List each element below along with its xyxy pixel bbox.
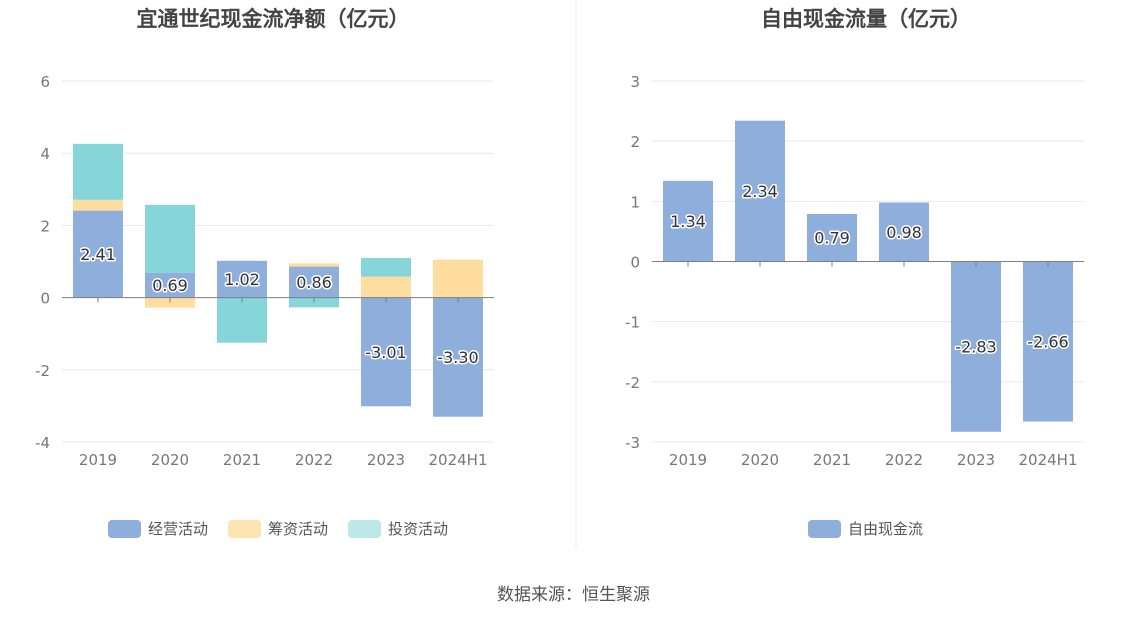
- legend-swatch: [108, 520, 141, 538]
- y-tick-label: -2: [35, 362, 50, 380]
- bar-investing[interactable]: [73, 143, 123, 200]
- bar-operating[interactable]: [433, 297, 483, 417]
- data-source-note: 数据来源：恒生聚源: [497, 585, 650, 605]
- data-label: 2.41: [80, 245, 116, 264]
- bar-fcf[interactable]: [807, 213, 857, 262]
- legend-item-fcf[interactable]: 自由现金流: [808, 520, 923, 538]
- bar-financing[interactable]: [289, 263, 339, 267]
- x-tick-label: 2020: [151, 451, 189, 469]
- y-tick-label: 2: [630, 133, 640, 151]
- legend-item-financing[interactable]: 筹资活动: [228, 520, 328, 538]
- x-tick-label: 2022: [295, 451, 333, 469]
- bar-financing[interactable]: [433, 259, 483, 298]
- x-tick-label: 2024H1: [429, 451, 488, 469]
- data-label: 1.34: [670, 212, 706, 231]
- bar-financing[interactable]: [145, 297, 195, 308]
- y-tick-label: 3: [630, 73, 640, 91]
- x-tick-label: 2019: [79, 451, 117, 469]
- fcf-chart: 3 2 1 0 -1 -2 -3 2019 2020 2021 2022 2023 2024H1 1.34…: [625, 73, 1084, 469]
- net-cash-chart-title: 宜通世纪现金流净额（亿元）: [137, 7, 410, 31]
- data-label: -2.66: [1027, 333, 1068, 352]
- bar-financing[interactable]: [361, 276, 411, 298]
- x-tick-label: 2022: [885, 451, 923, 469]
- bar-fcf[interactable]: [879, 202, 929, 262]
- bar-financing[interactable]: [73, 199, 123, 211]
- legend-label: 筹资活动: [268, 520, 328, 538]
- data-label: 0.98: [886, 223, 922, 242]
- bar-operating[interactable]: [217, 260, 267, 298]
- fcf-legend: 自由现金流: [808, 520, 923, 538]
- legend-label: 投资活动: [388, 520, 448, 538]
- net-cash-legend: 经营活动 筹资活动 投资活动: [108, 520, 448, 538]
- data-label: 0.79: [814, 229, 850, 248]
- x-tick-label: 2021: [813, 451, 851, 469]
- y-tick-label: 2: [40, 217, 50, 235]
- bar-operating[interactable]: [73, 210, 123, 298]
- x-tick-label: 2023: [367, 451, 405, 469]
- x-tick-label: 2021: [223, 451, 261, 469]
- y-tick-label: 0: [40, 290, 50, 308]
- legend-swatch: [348, 520, 381, 538]
- x-tick-label: 2019: [669, 451, 707, 469]
- y-tick-label: 4: [40, 145, 50, 163]
- legend-label: 经营活动: [148, 520, 208, 538]
- net-cash-chart: 6 4 2 0 -2 -4 2019 2020 2021 2022 2023 2024H1 2.41 0.…: [35, 73, 494, 469]
- x-tick-label: 2024H1: [1019, 451, 1078, 469]
- bar-investing[interactable]: [145, 204, 195, 273]
- bar-operating[interactable]: [289, 266, 339, 298]
- y-tick-label: 6: [40, 73, 50, 91]
- fcf-chart-title: 自由现金流量（亿元）: [761, 7, 971, 31]
- bar-investing[interactable]: [217, 297, 267, 343]
- bar-fcf[interactable]: [1023, 261, 1073, 422]
- x-tick-label: 2023: [957, 451, 995, 469]
- bar-fcf[interactable]: [663, 180, 713, 262]
- data-label: -3.30: [437, 348, 478, 367]
- data-label: 0.86: [296, 273, 332, 292]
- bar-operating[interactable]: [145, 272, 195, 298]
- data-label: -2.83: [955, 338, 996, 357]
- y-tick-label: -3: [625, 434, 640, 452]
- legend-item-investing[interactable]: 投资活动: [348, 520, 448, 538]
- y-tick-label: 1: [630, 193, 640, 211]
- y-tick-label: 0: [630, 254, 640, 272]
- data-label: 1.02: [224, 270, 260, 289]
- bar-operating[interactable]: [361, 297, 411, 407]
- bar-fcf[interactable]: [735, 120, 785, 262]
- legend-swatch: [228, 520, 261, 538]
- data-label: 0.69: [152, 276, 188, 295]
- bar-investing[interactable]: [361, 257, 411, 277]
- data-label: 2.34: [742, 182, 778, 201]
- legend-item-operating[interactable]: 经营活动: [108, 520, 208, 538]
- y-tick-label: -4: [35, 434, 50, 452]
- y-tick-label: -2: [625, 374, 640, 392]
- bar-fcf[interactable]: [951, 261, 1001, 432]
- x-tick-label: 2020: [741, 451, 779, 469]
- legend-label: 自由现金流: [848, 520, 923, 538]
- data-label: -3.01: [365, 343, 406, 362]
- legend-swatch: [808, 520, 841, 538]
- y-tick-label: -1: [625, 314, 640, 332]
